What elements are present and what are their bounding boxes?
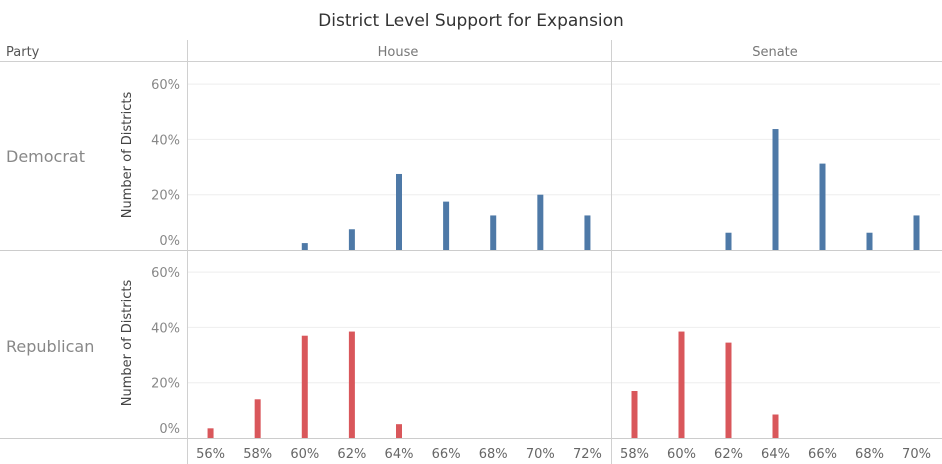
x-tick-label: 66%	[432, 447, 461, 462]
y-tick-label: 40%	[151, 133, 180, 148]
x-tick-label: 58%	[620, 447, 649, 462]
x-tick-label: 70%	[526, 447, 555, 462]
x-tick-label: 70%	[902, 447, 931, 462]
y-tick-label: 60%	[151, 266, 180, 281]
bar-democrat-house	[348, 229, 355, 250]
bar-democrat-senate	[725, 232, 732, 250]
chart-title: District Level Support for Expansion	[318, 11, 624, 31]
row-header: Party	[6, 45, 40, 60]
x-tick-label: 62%	[714, 447, 743, 462]
bar-republican-house	[348, 331, 355, 438]
bar-democrat-house	[490, 215, 497, 250]
y-axis-label-republican: Number of Districts	[120, 280, 135, 407]
bar-democrat-senate	[819, 163, 826, 250]
x-tick-label: 64%	[385, 447, 414, 462]
x-tick-label: 62%	[337, 447, 366, 462]
bar-democrat-senate	[913, 215, 920, 250]
x-tick-label: 60%	[667, 447, 696, 462]
x-tick-label: 64%	[761, 447, 790, 462]
bar-republican-senate	[725, 342, 732, 438]
bar-republican-house	[396, 424, 402, 438]
y-tick-label: 0%	[159, 422, 180, 437]
x-tick-label: 68%	[855, 447, 884, 462]
chart-layer: 0% 20% 40% 60% 0% 20% 40% 60% 56% 58% 60% 62% 64% 66%…	[0, 40, 942, 464]
column-header-senate: Senate	[752, 45, 798, 60]
bar-republican-house	[254, 399, 261, 438]
bar-republican-house	[301, 335, 308, 438]
bar-republican-senate	[772, 414, 779, 438]
bar-republican-house	[207, 428, 214, 438]
y-tick-label: 60%	[151, 78, 180, 93]
x-tick-label: 58%	[243, 447, 272, 462]
bar-republican-senate	[631, 391, 638, 438]
row-label-democrat: Democrat	[6, 147, 85, 166]
bar-democrat-house	[301, 243, 308, 250]
bar-democrat-senate	[866, 232, 873, 250]
row-label-republican: Republican	[6, 337, 94, 356]
x-tick-label: 66%	[808, 447, 837, 462]
bar-democrat-house	[537, 194, 544, 250]
y-tick-label: 40%	[151, 321, 180, 336]
x-tick-label: 68%	[479, 447, 508, 462]
bar-republican-senate	[678, 331, 685, 438]
x-tick-label: 60%	[290, 447, 319, 462]
y-tick-label: 20%	[151, 189, 180, 204]
y-tick-label: 20%	[151, 377, 180, 392]
y-axis-label-democrat: Number of Districts	[120, 92, 135, 219]
x-tick-label: 72%	[573, 447, 602, 462]
bar-democrat-house	[443, 201, 450, 250]
bar-democrat-house	[584, 215, 591, 250]
bar-democrat-senate	[772, 129, 779, 250]
y-tick-label: 0%	[159, 234, 180, 249]
x-tick-label: 56%	[196, 447, 225, 462]
column-header-house: House	[378, 45, 419, 60]
bar-democrat-house	[396, 173, 402, 250]
